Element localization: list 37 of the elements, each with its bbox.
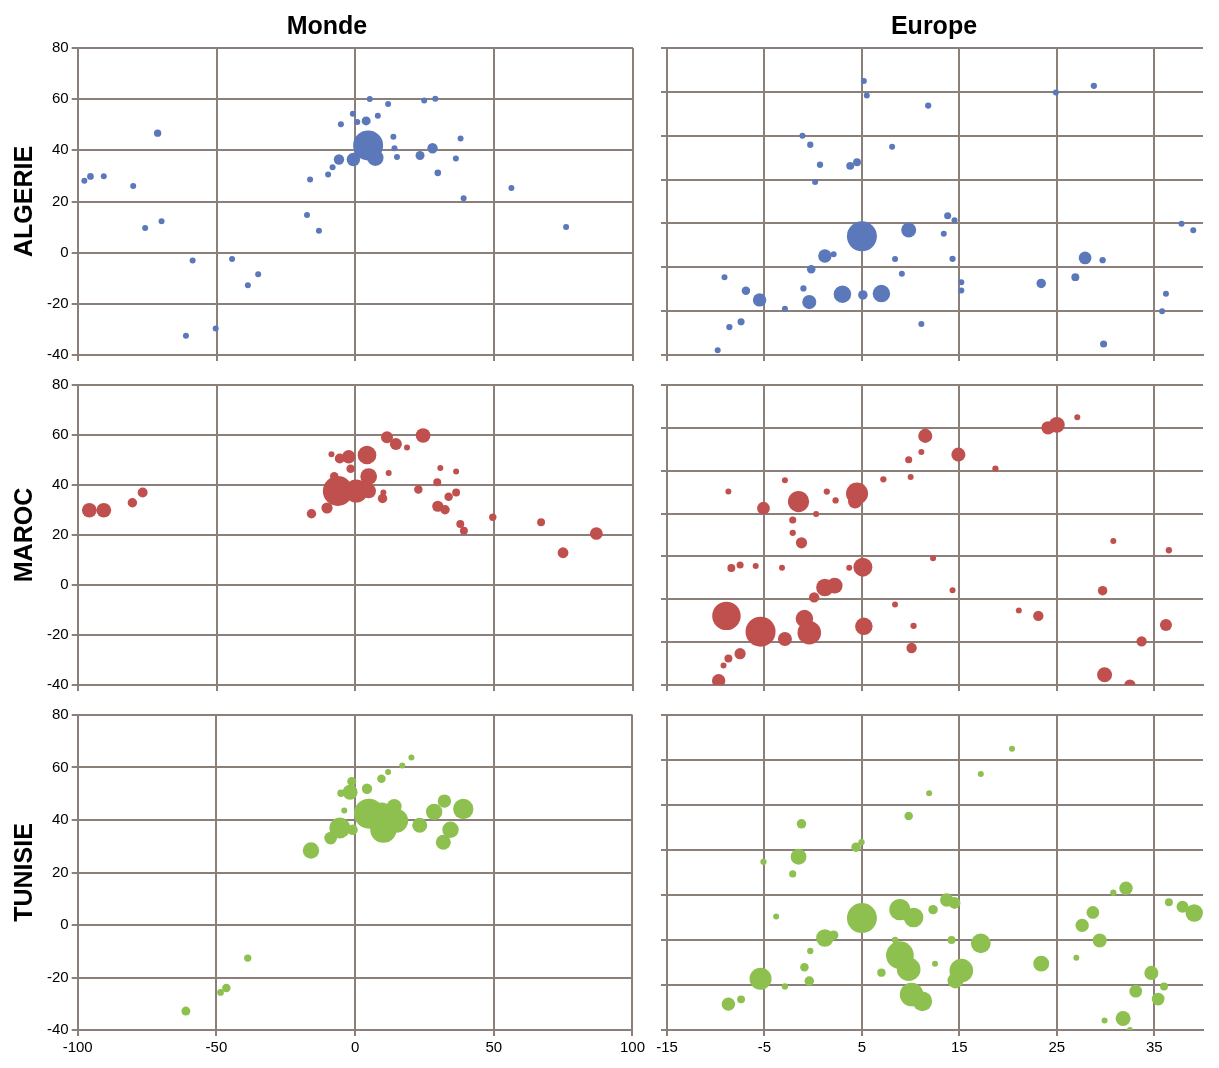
y-tick-label: 0 [60, 242, 69, 260]
y-tick-label: 40 [51, 810, 69, 828]
y-axis-title: ALGERIE [8, 145, 37, 258]
y-tick-label: 60 [51, 89, 69, 107]
y-axis-title: TUNISIE [8, 823, 37, 922]
x-tick-label: 0 [350, 1038, 360, 1056]
y-tick-label: 0 [60, 915, 69, 933]
y-tick-label: 40 [51, 475, 69, 493]
y-tick-label: 60 [51, 425, 69, 443]
y-tick-label: 40 [51, 140, 69, 158]
x-tick-label: 35 [1145, 1038, 1163, 1056]
y-tick-label: -40 [46, 1020, 69, 1038]
x-tick-label: 5 [857, 1038, 867, 1056]
y-tick-label: 20 [51, 862, 69, 880]
y-tick-label: 20 [51, 191, 69, 209]
y-tick-label: -20 [46, 967, 69, 985]
y-tick-label: 80 [51, 375, 69, 393]
chart-title: Europe [890, 10, 978, 39]
y-tick-label: 60 [51, 757, 69, 775]
y-tick-label: 0 [60, 575, 69, 593]
y-tick-label: -40 [46, 345, 69, 363]
y-tick-label: 80 [51, 705, 69, 723]
x-tick-label: -50 [205, 1038, 228, 1056]
x-tick-label: 15 [951, 1038, 968, 1056]
y-tick-label: 20 [51, 525, 69, 543]
x-tick-label: 25 [1048, 1038, 1066, 1056]
chart-title: Monde [286, 10, 368, 39]
y-tick-label: 80 [51, 38, 69, 56]
x-tick-label: -5 [757, 1038, 772, 1056]
y-tick-label: -20 [46, 625, 69, 643]
y-tick-label: -40 [46, 675, 69, 693]
x-tick-label: 50 [485, 1038, 503, 1056]
y-tick-label: -20 [46, 293, 69, 311]
x-tick-label: -15 [656, 1038, 678, 1056]
x-tick-label: -100 [62, 1038, 93, 1056]
x-tick-label: 100 [619, 1038, 645, 1056]
y-axis-title: MAROC [8, 487, 37, 583]
